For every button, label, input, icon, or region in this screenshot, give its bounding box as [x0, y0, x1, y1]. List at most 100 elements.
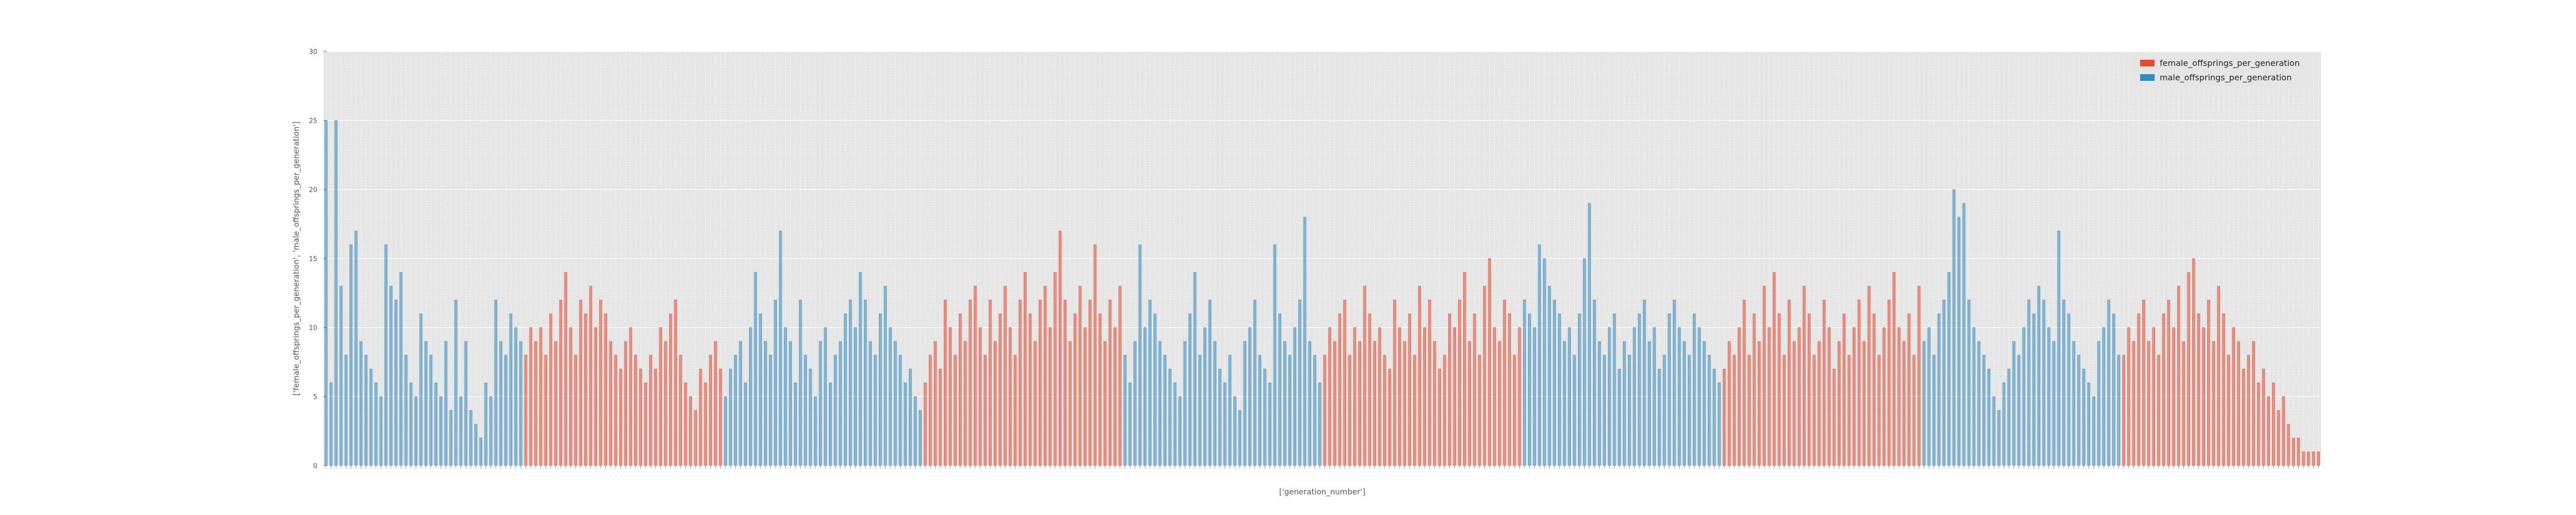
bar-male	[844, 313, 847, 466]
bar-male	[514, 327, 517, 466]
bar-male	[1143, 327, 1147, 466]
bar-male	[2102, 327, 2106, 466]
bar-female	[669, 313, 672, 466]
bar-female	[1083, 327, 1087, 466]
bar-female	[998, 313, 1002, 466]
bar-female	[1333, 341, 1336, 466]
bar-male	[1198, 355, 1201, 466]
bar-male	[2087, 382, 2091, 466]
bar-female	[1408, 313, 1411, 466]
bar-female	[1078, 286, 1082, 466]
bar-female	[1508, 313, 1511, 466]
bar-male	[1992, 396, 1995, 466]
bar-male	[854, 327, 857, 466]
bar-male	[1707, 355, 1711, 466]
bar-male	[804, 355, 807, 466]
bar-male	[1168, 369, 1172, 466]
bar-female	[1343, 300, 1346, 466]
bar-female	[1872, 313, 1876, 466]
bar-male	[1293, 327, 1296, 466]
bar-male	[744, 382, 747, 466]
bar-female	[2312, 451, 2315, 466]
bar-female	[993, 341, 997, 466]
bar-male	[784, 327, 787, 466]
bar-female	[1438, 369, 1442, 466]
bar-male	[863, 300, 867, 466]
bar-male	[1183, 341, 1187, 466]
bar-female	[989, 300, 992, 466]
bar-female	[1807, 313, 1811, 466]
bar-male	[1673, 300, 1676, 466]
bar-female	[1009, 327, 1012, 466]
bar-male	[1698, 327, 1701, 466]
bar-male	[839, 341, 842, 466]
bar-female	[1388, 369, 1392, 466]
bar-female	[1393, 300, 1396, 466]
bar-female	[1803, 286, 1806, 466]
bar-female	[1118, 286, 1122, 466]
bar-male	[464, 341, 467, 466]
legend-box	[2133, 54, 2313, 88]
bar-female	[1048, 327, 1052, 466]
bar-male	[739, 341, 742, 466]
bar-female	[943, 300, 947, 466]
bar-female	[1458, 300, 1461, 466]
bar-female	[559, 300, 563, 466]
bar-male	[819, 341, 822, 466]
bar-female	[1748, 355, 1751, 466]
bar-male	[399, 272, 402, 466]
bar-female	[549, 313, 552, 466]
bar-male	[364, 355, 368, 466]
bar-male	[1213, 341, 1216, 466]
bar-female	[1054, 272, 1057, 466]
bar-male	[2052, 341, 2056, 466]
bar-male	[1692, 313, 1696, 466]
bar-male	[489, 396, 493, 466]
bar-female	[2192, 258, 2195, 466]
bar-male	[869, 341, 872, 466]
bar-male	[1937, 313, 1941, 466]
bar-female	[948, 327, 952, 466]
bar-male	[1942, 300, 1945, 466]
bar-female	[984, 355, 987, 466]
bar-male	[1573, 355, 1576, 466]
bar-female	[1373, 341, 1377, 466]
bar-male	[779, 231, 782, 466]
bar-female	[1727, 341, 1731, 466]
bar-female	[2292, 438, 2295, 466]
bar-male	[2027, 300, 2030, 466]
bar-male	[2007, 369, 2010, 466]
bar-female	[1857, 300, 1861, 466]
legend: female_offsprings_per_generation male_of…	[2133, 54, 2313, 88]
bar-female	[1777, 313, 1781, 466]
legend-swatch-male	[2140, 74, 2155, 81]
bar-female	[1827, 327, 1831, 466]
bar-male	[1178, 396, 1181, 466]
bar-female	[2157, 355, 2160, 466]
bar-female	[2162, 313, 2165, 466]
bar-male	[1947, 272, 1951, 466]
bar-male	[2057, 231, 2060, 466]
bar-male	[2032, 313, 2036, 466]
bar-female	[2127, 327, 2130, 466]
bar-male	[1967, 300, 1971, 466]
bar-male	[1218, 369, 1222, 466]
bar-male	[1593, 300, 1596, 466]
bar-male	[2117, 355, 2121, 466]
bar-male	[1163, 355, 1166, 466]
bar-male	[1933, 355, 1936, 466]
grid-lines	[324, 51, 2321, 466]
bar-male	[479, 438, 483, 466]
bar-male	[1154, 313, 1157, 466]
bar-female	[1463, 272, 1466, 466]
y-tick-label: 30	[309, 48, 317, 56]
bar-female	[2252, 341, 2255, 466]
bar-male	[1193, 272, 1197, 466]
bar-female	[629, 327, 632, 466]
bar-female	[2207, 300, 2210, 466]
bar-female	[2202, 327, 2205, 466]
bar-male	[1548, 286, 1551, 466]
bar-male	[2092, 396, 2095, 466]
bar-female	[674, 300, 677, 466]
bar-male	[1598, 341, 1601, 466]
